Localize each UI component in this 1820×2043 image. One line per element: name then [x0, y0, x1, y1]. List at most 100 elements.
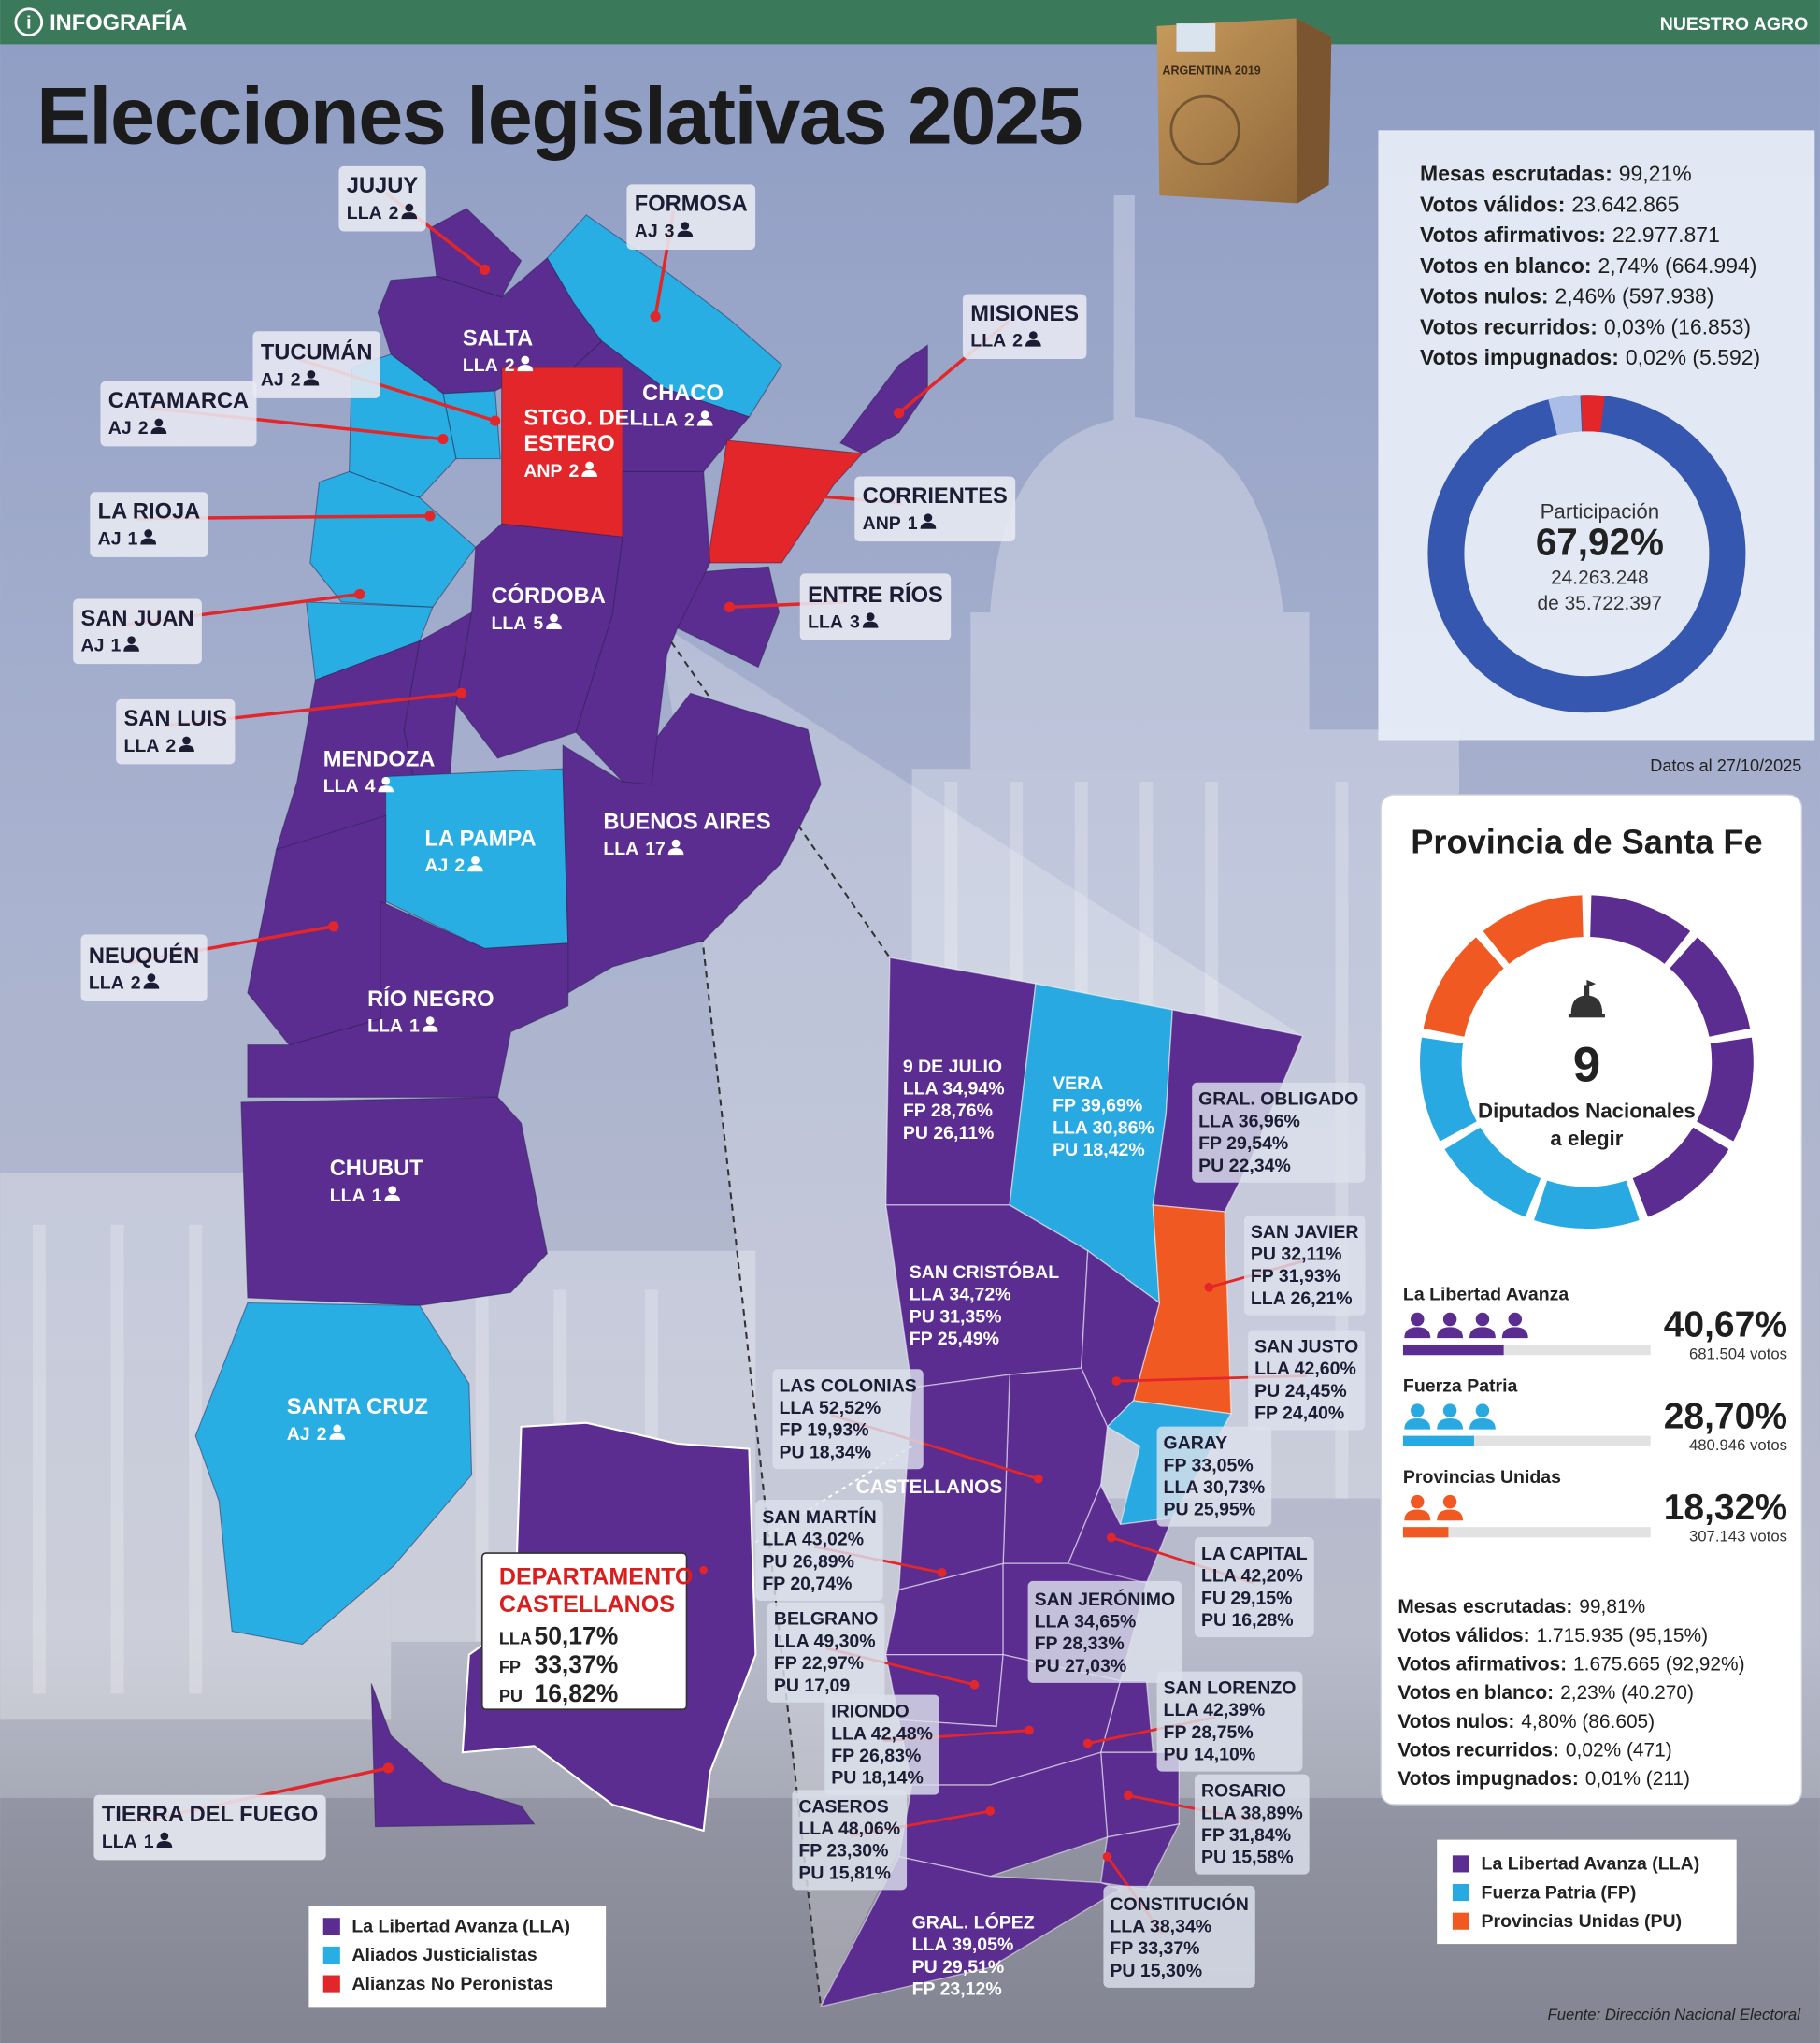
province-seats: LLA 2 — [463, 355, 515, 376]
province-name: CATAMARCA — [108, 389, 249, 413]
person-body — [696, 419, 713, 426]
person-body — [1437, 1509, 1464, 1521]
province-seats: LLA 3 — [808, 612, 860, 633]
party-code: AJ — [424, 856, 448, 876]
department-name: LA CAPITAL — [1201, 1544, 1308, 1564]
province-seats: LLA 2 — [124, 736, 177, 756]
person-body — [123, 644, 139, 652]
person-head — [333, 1424, 342, 1433]
province-label: SALTA LLA 2 — [463, 326, 533, 376]
stat-line: Votos nulos: 4,80% (86.605) — [1397, 1711, 1655, 1733]
seats-total: 9 — [1573, 1038, 1600, 1093]
seat-count: 1 — [110, 636, 121, 656]
department-name: SAN JAVIER — [1251, 1222, 1359, 1243]
party-code: AJ — [287, 1424, 310, 1445]
seat-count: 2 — [1012, 331, 1023, 352]
seat-count: 4 — [365, 776, 376, 797]
person-head — [1475, 1312, 1490, 1327]
province-name: SAN JUAN — [81, 607, 194, 631]
legend-label: La Libertad Avanza (LLA) — [351, 1917, 570, 1937]
callout-dot — [748, 485, 759, 496]
stat-label: Votos impugnados: — [1420, 345, 1619, 369]
person-head — [1028, 331, 1038, 339]
province-seats: LLA 2 — [970, 331, 1023, 352]
participation-value: 67,92% — [1536, 521, 1664, 564]
province-shape — [429, 208, 523, 298]
department-result: PU 18,34% — [779, 1442, 871, 1462]
stat-label: Votos válidos: — [1397, 1625, 1529, 1647]
province-label: MENDOZA LLA 4 — [323, 747, 436, 797]
department-result: PU 14,10% — [1164, 1745, 1256, 1765]
inset-party: FP — [499, 1658, 521, 1676]
person-head — [700, 410, 709, 419]
callout-dot — [1033, 1474, 1043, 1484]
party-code: ANP — [523, 461, 562, 482]
person-head — [1508, 1312, 1523, 1327]
province-name: FORMOSA — [635, 193, 748, 217]
person-head — [550, 613, 558, 623]
person-icon — [156, 1832, 173, 1848]
stat-line: Votos afirmativos: 1.675.665 (92,92%) — [1397, 1653, 1744, 1675]
province-seats: ANP 2 — [523, 461, 579, 482]
seat-count: 2 — [165, 736, 176, 756]
department-result: PU 32,11% — [1251, 1245, 1342, 1265]
department-name: VERA — [1053, 1073, 1103, 1094]
province-label: BUENOS AIRES LLA 17 — [603, 810, 770, 859]
label-box — [854, 476, 1016, 542]
person-head — [521, 355, 530, 365]
stat-value: 0,01% (211) — [1585, 1768, 1690, 1790]
person-body — [920, 522, 937, 529]
seat-segment — [1670, 937, 1751, 1037]
party-code: LLA — [642, 410, 678, 431]
stat-label: Votos recurridos: — [1420, 314, 1598, 338]
stat-label: Votos recurridos: — [1397, 1739, 1559, 1761]
department-result: FP 33,05% — [1164, 1455, 1254, 1475]
person-icon — [467, 856, 483, 872]
seat-count: 1 — [409, 1016, 420, 1037]
department-result: FP 28,75% — [1164, 1722, 1254, 1743]
inset-value: 33,37% — [534, 1650, 618, 1678]
seat-segment — [1423, 937, 1504, 1037]
person-head — [147, 973, 156, 982]
party-pct: 28,70% — [1664, 1396, 1787, 1436]
department-result: PU 29,51% — [912, 1957, 1005, 1978]
party-code: LLA — [367, 1016, 403, 1037]
seat-count: 2 — [138, 418, 149, 439]
stat-line: Votos en blanco: 2,74% (664.994) — [1420, 253, 1756, 278]
department-result: PU 22,34% — [1198, 1156, 1291, 1176]
province-name: ESTERO — [523, 432, 614, 456]
party-code: LLA — [347, 203, 382, 223]
stat-line: Votos impugnados: 0,01% (211) — [1397, 1768, 1690, 1790]
person-icon — [422, 1016, 438, 1032]
person-body — [1404, 1417, 1431, 1430]
department-result: LLA 38,34% — [1110, 1917, 1211, 1937]
province-label: LA RIOJA AJ 1 — [90, 492, 208, 557]
inset-party: PU — [499, 1687, 523, 1705]
party-votes: 480.946 votos — [1689, 1436, 1787, 1454]
callout-dot — [724, 601, 736, 612]
stat-line: Mesas escrutadas: 99,81% — [1397, 1596, 1645, 1618]
province-name: RÍO NEGRO — [367, 986, 494, 1012]
department-result: LLA 48,06% — [798, 1819, 900, 1839]
department-result: FU 29,15% — [1201, 1588, 1293, 1608]
label-box — [252, 331, 380, 398]
legend-label: Alianzas No Peronistas — [351, 1974, 553, 1994]
person-icon — [1469, 1312, 1496, 1339]
department-result: FP 24,40% — [1254, 1403, 1344, 1424]
callout-dot — [1082, 1738, 1093, 1748]
person-head — [381, 776, 391, 785]
party-name: Provincias Unidas — [1403, 1467, 1561, 1488]
person-icon — [862, 612, 879, 628]
santa-fe-stats: Mesas escrutadas: 99,81% Votos válidos: 1.7… — [1397, 1596, 1744, 1790]
person-head — [1442, 1312, 1457, 1327]
header: i INFOGRAFÍA NUESTRO AGRO — [0, 0, 1820, 45]
province-name: CÓRDOBA — [491, 583, 605, 609]
person-icon — [1404, 1494, 1431, 1521]
seat-count: 1 — [908, 513, 918, 534]
